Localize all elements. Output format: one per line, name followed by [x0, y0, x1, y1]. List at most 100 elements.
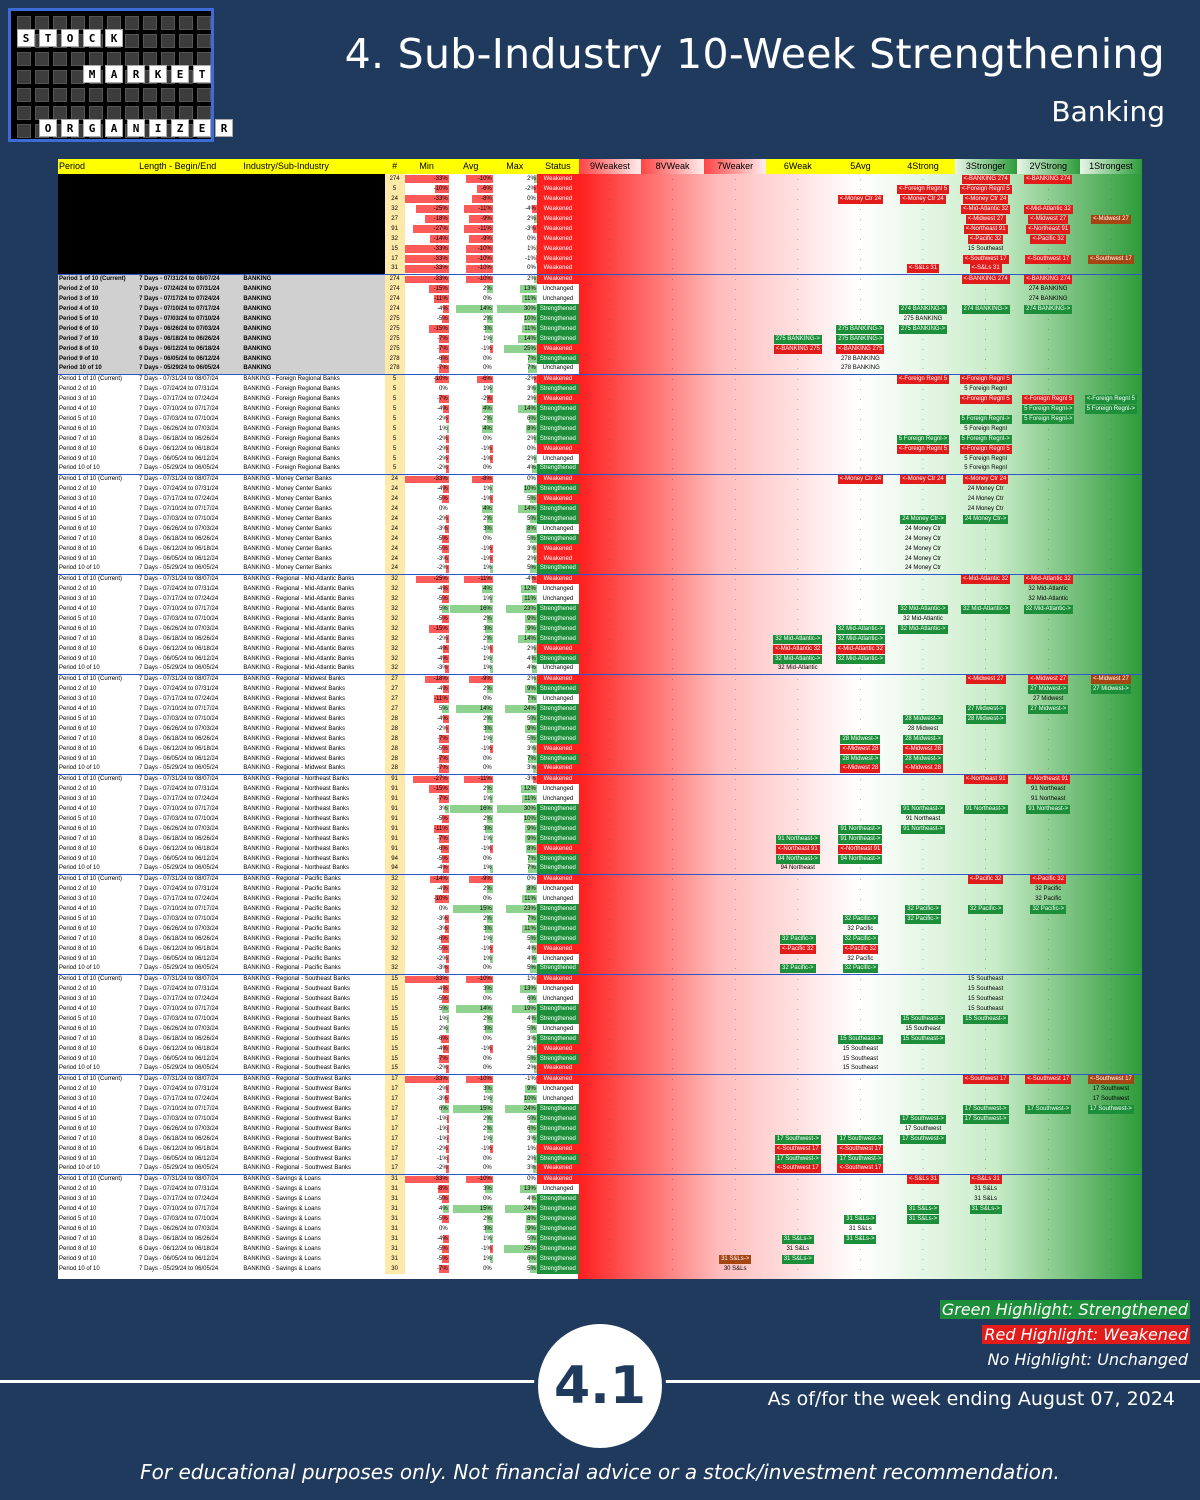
zone-cell: .	[796, 585, 799, 592]
zone-cell: .	[1110, 1115, 1112, 1122]
zone-cell: .	[1047, 735, 1050, 742]
zone-cell: <-Southwest 17	[829, 1164, 891, 1174]
table-row: Period 1 of 10 (Current) 7 Days - 07/31/2…	[58, 573, 1142, 584]
zone-cell: .	[578, 273, 642, 284]
zone-cell: .	[609, 625, 611, 632]
zone-cell: <-Midwest 27	[1079, 673, 1142, 684]
zone-cell: .	[1047, 245, 1050, 252]
length-cell: 7 Days - 07/24/24 to 07/31/24	[139, 485, 219, 492]
zone-label: 275 BANKING->	[836, 324, 885, 334]
min-cell-bar	[442, 745, 449, 753]
zone-cell: .	[734, 735, 737, 742]
table-row: Period 4 of 10 7 Days - 07/10/24 to 07/17…	[58, 404, 1142, 414]
zone-cell: .	[671, 415, 674, 422]
min-cell: 5%	[439, 1005, 449, 1013]
zone-cell: 24 Money Ctr	[891, 524, 954, 534]
avg-cell-bar	[490, 1145, 493, 1153]
count-cell: 275	[384, 334, 405, 344]
zone-cell: .	[1047, 725, 1050, 732]
zone-cell: .	[1110, 225, 1112, 232]
zone-cell: .	[734, 985, 737, 992]
min-cell: -1%	[437, 1125, 449, 1133]
period-cell: Period 2 of 10	[59, 885, 97, 892]
avg-cell-bar	[484, 825, 493, 833]
zone-cell: .	[609, 405, 611, 412]
avg-cell: 1%	[483, 735, 493, 743]
zone-cell: .	[671, 795, 674, 802]
count-cell: 27	[384, 673, 405, 684]
zone-label: 278 BANKING	[841, 355, 880, 362]
status-cell: Strengthened	[536, 864, 579, 874]
table-row: Period 5 of 10 7 Days - 07/03/24 to 07/10…	[58, 814, 1142, 824]
avg-cell-bar	[484, 325, 493, 333]
table-row: Period 9 of 10 7 Days - 06/05/24 to 06/12…	[58, 454, 1142, 464]
zone-cell: .	[1110, 1205, 1112, 1212]
avg-cell: 3%	[483, 525, 493, 533]
status-cell: Weakened	[536, 1164, 579, 1174]
status-cell: Strengthened	[536, 514, 579, 524]
length-cell: 7 Days - 06/05/24 to 06/12/24	[139, 455, 219, 462]
zone-cell: .	[859, 995, 862, 1002]
zone-cell: .	[796, 175, 799, 182]
min-cell: -33%	[404, 1173, 449, 1184]
zone-cell: .	[859, 665, 862, 672]
avg-cell-bar	[453, 905, 493, 913]
zone-cell: .	[984, 665, 987, 672]
zone-cell: 5 Foreign Regnl->	[1017, 404, 1080, 414]
zone-cell: .	[984, 545, 987, 552]
max-cell-bar	[506, 905, 537, 913]
logo-letter: O	[39, 119, 57, 137]
period-cell: Period 8 of 10	[59, 545, 97, 552]
min-cell: -27%	[405, 224, 449, 234]
zone-cell: 31 S&Ls->	[704, 1254, 766, 1264]
logo-tile	[53, 70, 67, 84]
column-header: Length - Begin/End	[138, 159, 243, 174]
zone-cell: .	[671, 245, 674, 252]
zone-cell: .	[1110, 1125, 1112, 1132]
avg-cell-bar	[463, 575, 493, 583]
zone-cell: <-Money Ctr 24	[829, 473, 892, 484]
zone-cell: .	[796, 205, 799, 212]
length-cell: 7 Days - 07/24/24 to 07/31/24	[139, 585, 219, 592]
zone-cell: .	[922, 925, 924, 932]
zone-cell: .	[641, 1173, 705, 1184]
zone-cell: 24 Money Ctr	[891, 554, 954, 564]
avg-cell: 2%	[483, 685, 493, 693]
avg-cell: 2%	[483, 615, 493, 623]
length-cell: 7 Days - 05/29/24 to 06/05/24	[139, 565, 219, 572]
zone-cell: .	[609, 255, 611, 262]
count-cell: 17	[384, 1154, 405, 1164]
zone-cell: .	[1110, 1245, 1112, 1252]
zone-label: <-Midwest 28	[903, 744, 943, 754]
avg-cell: 3%	[483, 1225, 493, 1233]
length-cell: 7 Days - 07/03/24 to 07/10/24	[139, 615, 219, 622]
zone-cell: .	[984, 755, 987, 762]
min-cell-bar	[443, 1235, 449, 1243]
max-cell-bar	[530, 565, 537, 573]
zone-label: 31 S&Ls->	[781, 1234, 814, 1244]
avg-cell: -1%	[481, 745, 493, 753]
zone-cell: .	[734, 245, 737, 252]
zone-cell: 5 Foreign Regnl->	[955, 434, 1017, 444]
zone-cell: <-Southwest 17	[955, 254, 1017, 264]
zone-label: 31 S&Ls->	[969, 1204, 1002, 1214]
zone-label: 274 BANKING->	[1024, 304, 1073, 314]
zone-cell: .	[1047, 445, 1050, 452]
zone-cell: .	[734, 295, 737, 302]
zone-cell: .	[984, 725, 987, 732]
zone-cell: .	[984, 325, 987, 332]
length-cell: 7 Days - 07/31/24 to 08/07/24	[138, 174, 243, 184]
min-cell-bar	[446, 435, 449, 443]
industry-cell: BANKING - Foreign Regional Banks	[243, 445, 340, 452]
max-cell-bar	[532, 225, 537, 233]
zone-cell: .	[671, 955, 674, 962]
industry-cell: BANKING - Regional - Midwest Banks	[243, 735, 346, 742]
zone-cell: .	[922, 455, 924, 462]
avg-cell-bar	[463, 225, 493, 233]
zone-cell: .	[671, 815, 674, 822]
avg-cell: 1%	[483, 935, 493, 943]
zone-cell: .	[796, 1125, 799, 1132]
max-cell-bar	[534, 395, 537, 403]
avg-cell-bar	[490, 1245, 493, 1253]
zone-cell: .	[984, 695, 987, 702]
